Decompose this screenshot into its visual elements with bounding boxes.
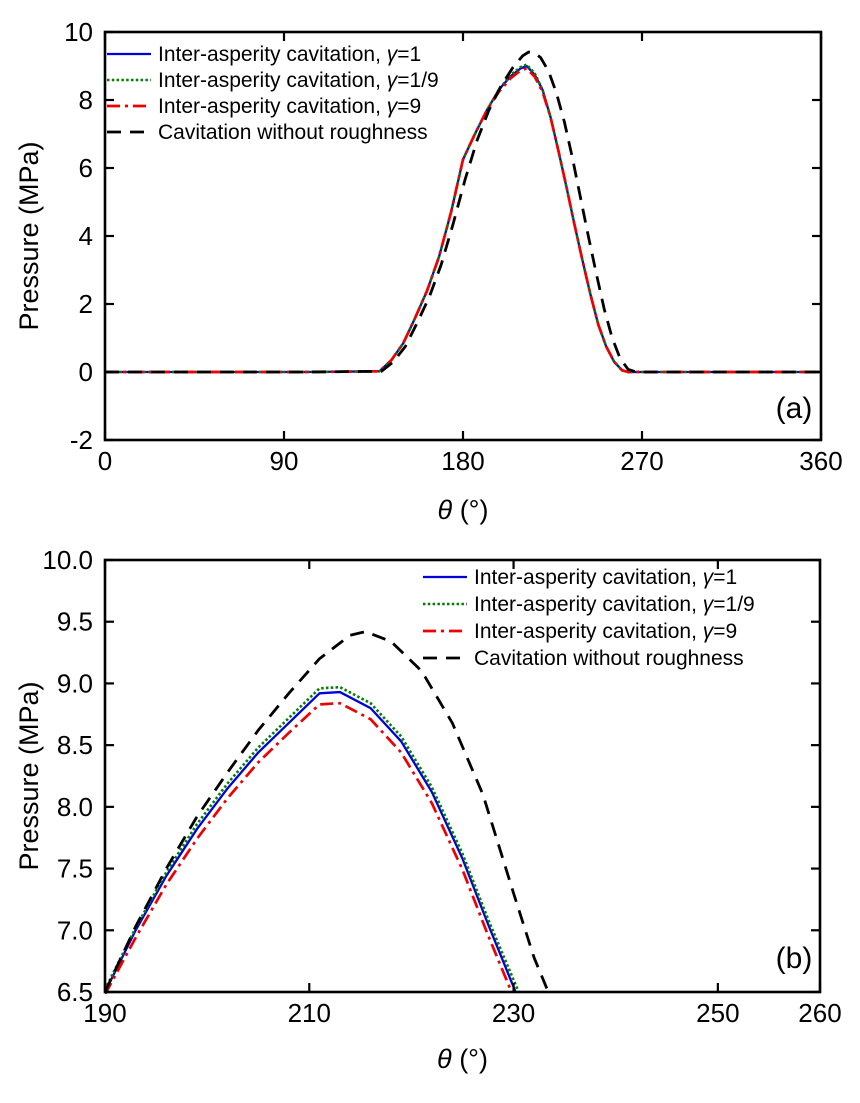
y-tick-label: -2	[70, 425, 93, 455]
plot-area	[105, 50, 821, 374]
x-tick-label: 210	[288, 998, 331, 1028]
x-tick-label: 270	[620, 446, 663, 476]
series-line-dashed	[105, 50, 821, 374]
x-axis-label: θ (°)	[438, 495, 489, 525]
y-axis-label: Pressure (MPa)	[14, 141, 44, 330]
y-tick-label: 10	[64, 17, 93, 47]
x-tick-label: 180	[441, 446, 484, 476]
panel-label: (b)	[776, 942, 813, 975]
x-tick-label: 190	[83, 998, 126, 1028]
y-tick-label: 9.5	[57, 607, 93, 637]
y-tick-label: 8.0	[57, 792, 93, 822]
legend-label: Cavitation without roughness	[158, 121, 428, 144]
axes-frame	[103, 558, 822, 994]
y-tick-label: 7.0	[57, 915, 93, 945]
legend-label: Cavitation without roughness	[474, 647, 744, 670]
chart-panel-b: 190 210 230 250 260 10.0 9.5 9.0 8.5 8.0 7.5 7.0 6.5…	[14, 545, 842, 1074]
legend-label: Inter-asperity cavitation, γ=1/9	[158, 69, 439, 92]
series-line-dashdot	[105, 701, 513, 994]
y-tick-label: 6.5	[57, 977, 93, 1007]
y-tick-label: 6	[79, 153, 93, 183]
panel-label: (a)	[776, 392, 813, 425]
y-tick-label: 10.0	[42, 545, 93, 575]
legend-label: Inter-asperity cavitation, γ=1	[158, 43, 421, 66]
x-axis-label: θ (°)	[437, 1044, 488, 1074]
y-tick-label: 9.0	[57, 668, 93, 698]
y-tick-label: 2	[79, 289, 93, 319]
x-tick-label: 230	[492, 998, 535, 1028]
series-line-dotted	[105, 685, 520, 993]
y-tick-label: 8	[79, 85, 93, 115]
axes-frame	[103, 30, 823, 442]
legend: Inter-asperity cavitation, γ=1 Inter-aspe…	[423, 566, 755, 670]
x-tick-label: 250	[696, 998, 739, 1028]
legend-label: Inter-asperity cavitation, γ=9	[158, 95, 421, 118]
series-line-solid	[105, 690, 517, 993]
legend-label: Inter-asperity cavitation, γ=1/9	[474, 593, 755, 616]
y-tick-label: 7.5	[57, 854, 93, 884]
plot-area	[105, 630, 550, 994]
x-tick-label: 360	[799, 446, 842, 476]
y-tick-label: 4	[79, 221, 93, 251]
legend: Inter-asperity cavitation, γ=1 Inter-aspe…	[107, 43, 439, 144]
series-line-dashdot	[105, 67, 821, 374]
y-tick-label: 0	[79, 357, 93, 387]
y-tick-label: 8.5	[57, 730, 93, 760]
x-tick-label: 260	[798, 998, 841, 1028]
x-tick-label: 0	[98, 446, 112, 476]
legend-label: Inter-asperity cavitation, γ=1	[474, 566, 737, 589]
legend-label: Inter-asperity cavitation, γ=9	[474, 620, 737, 643]
series-line-dashed	[105, 630, 550, 993]
y-axis-label: Pressure (MPa)	[14, 681, 44, 870]
x-tick-label: 90	[270, 446, 299, 476]
